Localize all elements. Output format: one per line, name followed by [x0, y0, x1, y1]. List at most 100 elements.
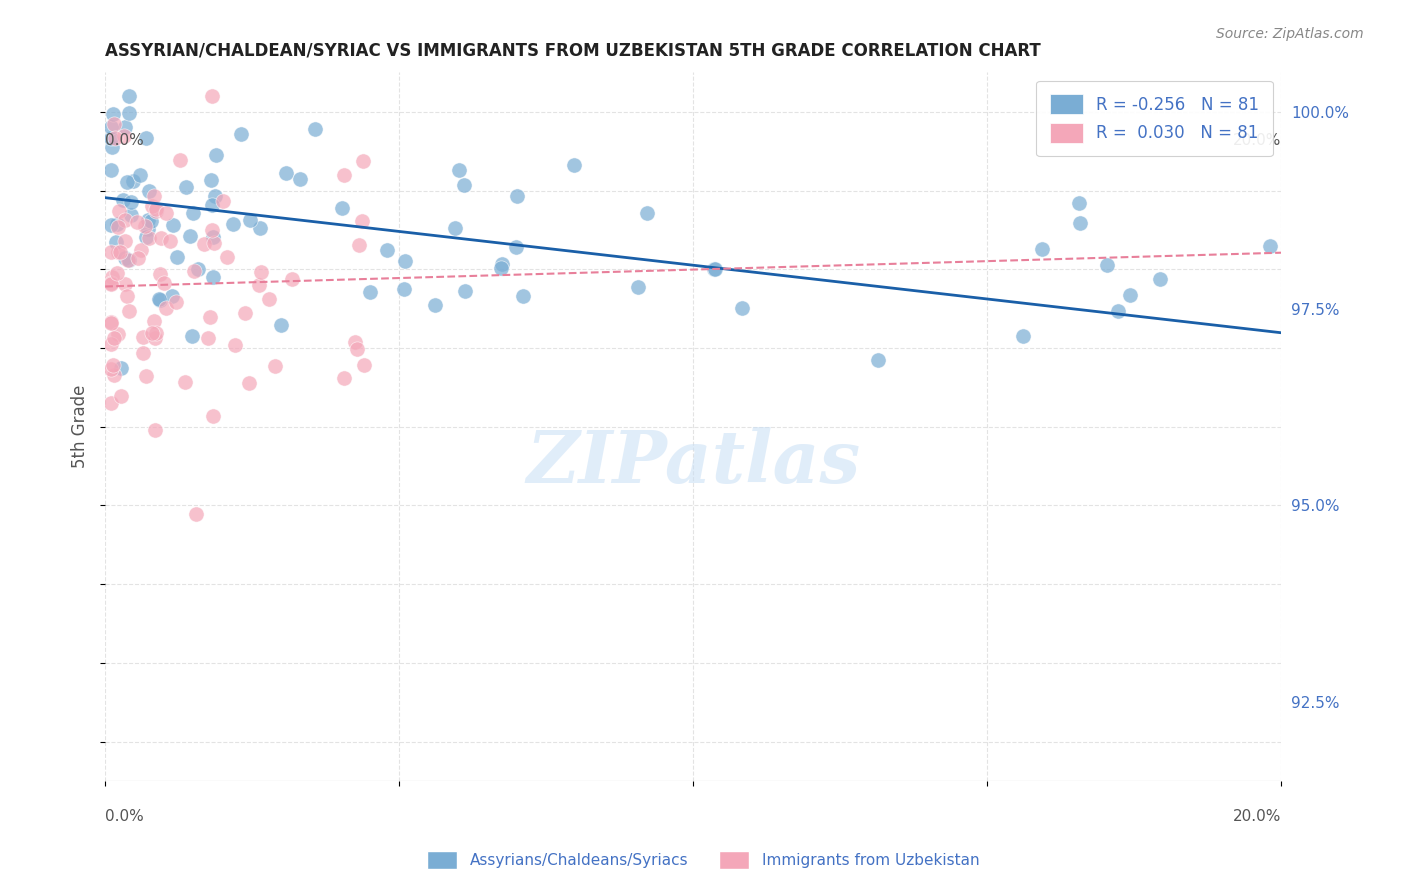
- Point: [239, 213, 262, 227]
- Point: [100, 315, 122, 329]
- Point: [118, 252, 141, 267]
- Point: [107, 244, 129, 259]
- Point: [118, 89, 141, 103]
- Point: [304, 122, 326, 136]
- Point: [135, 230, 157, 244]
- Point: [114, 213, 136, 227]
- Point: [100, 162, 122, 177]
- Point: [122, 174, 145, 188]
- Point: [247, 278, 270, 293]
- Point: [222, 217, 245, 231]
- Point: [165, 295, 187, 310]
- Point: [120, 194, 142, 209]
- Point: [491, 260, 513, 275]
- Point: [120, 209, 142, 223]
- Point: [564, 158, 586, 172]
- Point: [135, 369, 157, 384]
- Point: [200, 172, 222, 186]
- Point: [159, 234, 181, 248]
- Point: [174, 179, 197, 194]
- Point: [229, 128, 252, 142]
- Point: [138, 184, 160, 198]
- Point: [105, 266, 128, 280]
- Point: [149, 267, 172, 281]
- Point: [103, 358, 125, 372]
- Point: [250, 265, 273, 279]
- Point: [346, 342, 368, 356]
- Point: [100, 120, 122, 134]
- Point: [141, 326, 163, 340]
- Point: [224, 338, 246, 352]
- Point: [127, 215, 149, 229]
- Point: [149, 231, 172, 245]
- Legend: Assyrians/Chaldeans/Syriacs, Immigrants from Uzbekistan: Assyrians/Chaldeans/Syriacs, Immigrants …: [420, 845, 986, 875]
- Point: [162, 219, 184, 233]
- Point: [184, 507, 207, 521]
- Text: 0.0%: 0.0%: [105, 809, 143, 824]
- Point: [201, 198, 224, 212]
- Point: [138, 231, 160, 245]
- Point: [179, 228, 201, 243]
- Point: [512, 289, 534, 303]
- Point: [238, 376, 260, 391]
- Point: [201, 222, 224, 236]
- Point: [202, 269, 225, 284]
- Point: [704, 261, 727, 276]
- Text: Source: ZipAtlas.com: Source: ZipAtlas.com: [1216, 27, 1364, 41]
- Point: [101, 140, 124, 154]
- Text: ZIPatlas: ZIPatlas: [526, 426, 860, 498]
- Legend: R = -0.256   N = 81, R =  0.030   N = 81: R = -0.256 N = 81, R = 0.030 N = 81: [1036, 81, 1272, 156]
- Point: [114, 235, 136, 249]
- Point: [127, 252, 149, 266]
- Point: [377, 243, 399, 257]
- Point: [100, 362, 122, 376]
- Text: ASSYRIAN/CHALDEAN/SYRIAC VS IMMIGRANTS FROM UZBEKISTAN 5TH GRADE CORRELATION CHA: ASSYRIAN/CHALDEAN/SYRIAC VS IMMIGRANTS F…: [105, 42, 1040, 60]
- Point: [129, 168, 152, 182]
- Point: [100, 244, 122, 259]
- Point: [131, 330, 153, 344]
- Point: [155, 301, 177, 315]
- Point: [136, 213, 159, 227]
- Point: [352, 153, 374, 168]
- Point: [198, 310, 221, 325]
- Point: [506, 189, 529, 203]
- Text: 20.0%: 20.0%: [1233, 133, 1281, 148]
- Point: [100, 218, 122, 232]
- Point: [143, 331, 166, 345]
- Point: [143, 423, 166, 437]
- Point: [703, 262, 725, 277]
- Point: [392, 282, 415, 296]
- Point: [453, 178, 475, 193]
- Point: [108, 204, 131, 219]
- Point: [1258, 238, 1281, 252]
- Point: [249, 221, 271, 235]
- Point: [359, 285, 381, 299]
- Y-axis label: 5th Grade: 5th Grade: [72, 385, 89, 468]
- Point: [110, 388, 132, 402]
- Point: [100, 337, 122, 351]
- Point: [174, 376, 197, 390]
- Point: [627, 280, 650, 294]
- Point: [449, 163, 471, 178]
- Point: [1095, 259, 1118, 273]
- Point: [193, 237, 215, 252]
- Point: [148, 293, 170, 307]
- Point: [114, 120, 136, 134]
- Point: [332, 168, 354, 182]
- Point: [333, 371, 356, 385]
- Point: [114, 251, 136, 265]
- Point: [353, 358, 375, 372]
- Point: [491, 257, 513, 271]
- Point: [330, 201, 353, 215]
- Point: [104, 130, 127, 145]
- Point: [136, 222, 159, 236]
- Point: [233, 306, 256, 320]
- Point: [636, 206, 658, 220]
- Point: [129, 244, 152, 258]
- Point: [105, 217, 128, 231]
- Point: [394, 253, 416, 268]
- Point: [423, 297, 446, 311]
- Point: [101, 106, 124, 120]
- Point: [1031, 242, 1053, 256]
- Point: [180, 329, 202, 343]
